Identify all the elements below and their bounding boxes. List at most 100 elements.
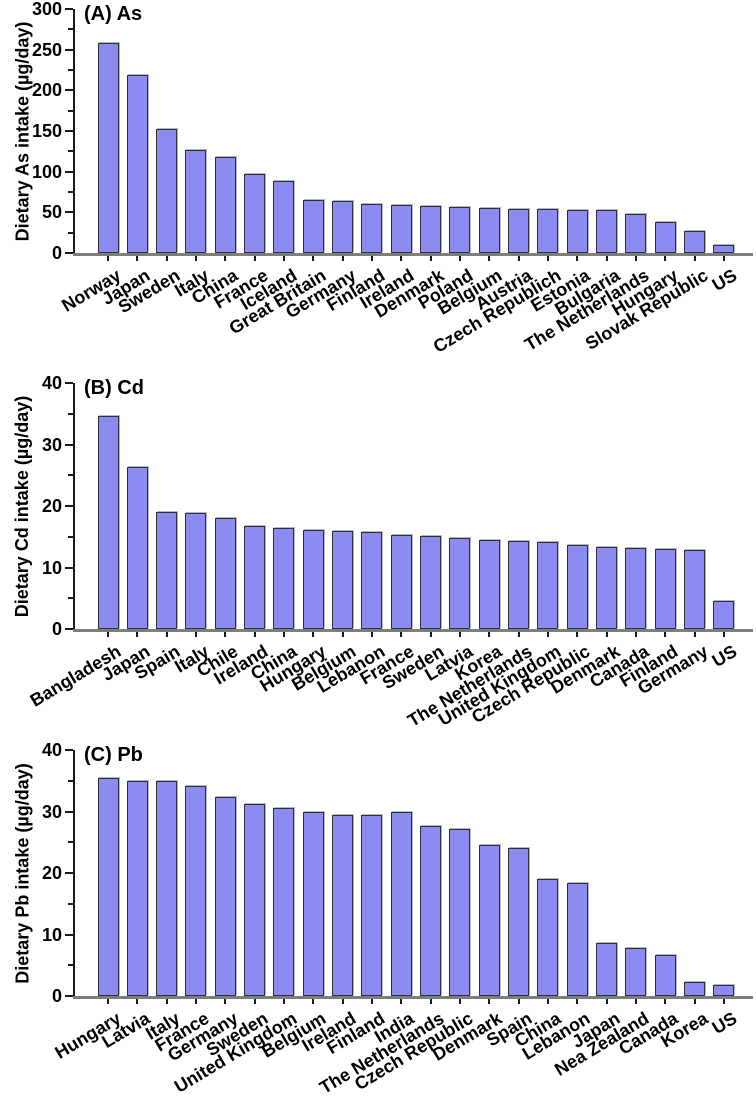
bar-hungary <box>97 777 119 996</box>
x-tick <box>165 999 168 1004</box>
x-axis-line <box>73 253 753 256</box>
x-tick <box>312 632 315 637</box>
x-tick <box>107 632 109 637</box>
bar-sweden <box>420 536 442 629</box>
y-axis-line <box>73 750 75 998</box>
y-tick <box>65 872 73 874</box>
bar-china <box>214 157 236 253</box>
bar-germany <box>214 796 236 996</box>
y-tick-label: 150 <box>31 121 62 141</box>
plot-area: 0 50 100 150 200 250 300 Norway Japan Sweden Italy… <box>0 0 756 372</box>
y-minor-tick <box>68 597 73 600</box>
y-tick-label: 250 <box>31 39 62 60</box>
x-tick <box>693 999 696 1004</box>
bar-france <box>185 785 207 996</box>
bar-germany <box>684 550 706 629</box>
y-tick-label: 200 <box>31 80 62 101</box>
bar-canada <box>625 548 647 629</box>
bar-us <box>713 244 735 253</box>
x-axis-line <box>73 996 753 999</box>
bar-ireland <box>390 205 412 253</box>
x-tick <box>634 999 637 1004</box>
x-tick <box>429 632 432 637</box>
x-tick <box>282 632 285 637</box>
bar-lebanon <box>361 532 383 629</box>
bar-estonia <box>566 209 588 253</box>
x-tick <box>282 256 285 261</box>
x-tick <box>429 999 432 1004</box>
x-tick <box>400 256 403 261</box>
x-tick <box>517 256 520 261</box>
y-tick <box>65 749 73 751</box>
y-tick-label: 10 <box>41 924 62 945</box>
x-tick <box>693 632 696 637</box>
y-tick <box>65 933 73 936</box>
bar-sweden <box>156 129 178 253</box>
bar-canada <box>654 955 676 996</box>
y-tick <box>65 566 73 569</box>
x-tick <box>458 632 461 637</box>
x-tick <box>634 256 637 261</box>
y-tick <box>65 252 73 254</box>
bar-france <box>390 534 412 629</box>
bar-germany <box>332 200 354 253</box>
y-tick-label: 40 <box>41 373 62 393</box>
panel-label: (B) Cd <box>84 377 144 399</box>
y-minor-tick <box>68 902 73 905</box>
bar-austria <box>508 209 530 253</box>
x-tick <box>546 999 549 1004</box>
y-tick-label: 0 <box>51 986 62 1006</box>
bar-the-netherlands <box>625 213 647 253</box>
x-tick <box>605 632 608 637</box>
x-tick <box>165 632 168 637</box>
y-minor-tick <box>68 231 73 234</box>
x-tick <box>136 256 139 261</box>
bar-france <box>244 174 266 253</box>
bar-korea <box>478 540 500 629</box>
x-tick <box>341 256 344 261</box>
y-minor-tick <box>68 191 73 193</box>
x-tick <box>664 256 667 261</box>
x-tick <box>107 999 109 1004</box>
x-tick <box>107 256 109 261</box>
y-tick <box>65 130 73 132</box>
y-minor-tick <box>68 535 73 538</box>
bar-italy <box>185 513 207 629</box>
x-tick <box>488 999 491 1004</box>
y-tick-label: 10 <box>41 557 62 578</box>
panel-a-arsenic: Dietary As intake (µg/day) (A) As 0 50 100… <box>0 0 756 372</box>
x-tick <box>312 999 315 1004</box>
y-tick <box>65 211 73 214</box>
x-tick <box>546 632 549 637</box>
y-minor-tick <box>68 779 73 782</box>
bar-finland <box>654 549 676 629</box>
x-tick <box>722 256 725 261</box>
bar-denmark <box>420 205 442 253</box>
y-tick-label: 100 <box>31 161 62 182</box>
bar-czech-republic <box>449 829 471 996</box>
bar-chile <box>214 517 236 629</box>
bar-us <box>713 601 735 629</box>
y-minor-tick <box>68 474 73 477</box>
bar-poland <box>449 206 471 253</box>
y-tick-label: 20 <box>41 863 62 883</box>
x-label-us: US <box>708 641 741 672</box>
bar-spain <box>508 848 530 996</box>
x-tick <box>341 632 344 637</box>
bar-japan <box>126 467 148 629</box>
x-tick <box>605 256 608 261</box>
bar-denmark <box>596 546 618 629</box>
x-tick <box>576 256 579 261</box>
x-tick <box>634 632 637 637</box>
x-tick <box>194 256 197 261</box>
y-tick <box>65 89 73 92</box>
y-tick <box>65 443 73 446</box>
bar-bulgaria <box>596 209 618 253</box>
x-tick <box>224 256 227 261</box>
bar-finland <box>361 815 383 996</box>
x-tick <box>312 256 315 261</box>
y-tick <box>65 810 73 813</box>
bar-ireland <box>332 815 354 996</box>
bar-slovak-republic <box>684 231 706 253</box>
